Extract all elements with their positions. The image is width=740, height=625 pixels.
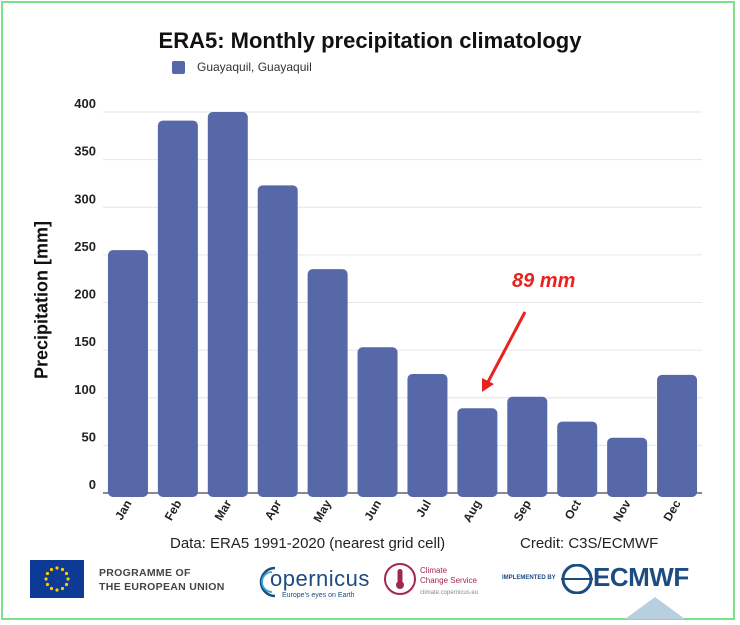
chart-legend: Guayaquil, Guayaquil <box>172 60 312 74</box>
x-tick-label: Jul <box>413 498 434 520</box>
bar-jun <box>357 347 398 497</box>
y-tick-labels: 0 50 100 150 200 250 300 350 400 <box>74 96 96 492</box>
eu-star <box>45 571 50 576</box>
eu-star <box>44 577 48 581</box>
x-tick-label: Jun <box>361 498 384 523</box>
copernicus-logo-icon <box>259 566 276 598</box>
bar-aug <box>457 408 498 497</box>
c3s-url: climate.copernicus.eu <box>420 590 479 596</box>
ecmwf-wordmark: ECMWF <box>593 562 689 592</box>
x-tick-label: Aug <box>460 498 484 525</box>
bar-jan <box>107 250 148 497</box>
implemented-by-text: IMPLEMENTED BY <box>502 575 556 581</box>
x-tick-label: Sep <box>511 498 534 524</box>
eu-star <box>64 582 69 587</box>
y-tick-label: 350 <box>74 144 96 159</box>
x-tick-labels: Jan Feb Mar Apr May Jun Jul Aug Sep Oct Nov Dec <box>112 497 684 524</box>
x-tick-label: Oct <box>562 498 584 522</box>
eu-text-line-2: THE EUROPEAN UNION <box>99 581 225 593</box>
eu-flag-icon <box>30 560 84 598</box>
eu-star <box>55 566 59 570</box>
bar-apr <box>257 185 298 497</box>
bar-feb <box>157 120 198 497</box>
eu-programme-text: PROGRAMME OF THE EUROPEAN UNION <box>99 566 225 594</box>
y-tick-label: 50 <box>82 429 96 444</box>
bars <box>107 112 698 497</box>
c3s-name: Climate Change Service <box>420 566 477 586</box>
y-tick-label: 300 <box>74 191 96 206</box>
eu-star <box>66 577 70 581</box>
bar-oct <box>557 421 598 497</box>
eu-star <box>55 588 59 592</box>
chart-title: ERA5: Monthly precipitation climatology <box>158 28 582 53</box>
y-tick-label: 250 <box>74 239 96 254</box>
logo-strip: PROGRAMME OF THE EUROPEAN UNION opernicu… <box>0 560 740 610</box>
ecmwf-globe-icon <box>561 564 593 594</box>
x-tick-label: Dec <box>661 497 684 523</box>
x-tick-label: Mar <box>212 497 235 523</box>
annotation-arrow-head <box>482 378 494 392</box>
y-tick-label: 150 <box>74 334 96 349</box>
bar-jul <box>407 373 448 497</box>
copernicus-tagline: Europe's eyes on Earth <box>282 592 355 599</box>
c3s-name-line-2: Change Service <box>420 576 477 585</box>
x-tick-label: Nov <box>610 497 634 524</box>
x-tick-label: Apr <box>262 497 285 522</box>
eu-star <box>45 582 50 587</box>
eu-star <box>64 571 69 576</box>
bar-nov <box>607 437 648 497</box>
c3s-thermometer-icon <box>384 563 416 595</box>
c3s-name-line-1: Climate <box>420 566 448 575</box>
y-tick-label: 100 <box>74 382 96 397</box>
credit-text: Credit: C3S/ECMWF <box>520 535 659 552</box>
x-tick-label: Feb <box>162 498 185 523</box>
legend-label: Guayaquil, Guayaquil <box>197 60 312 74</box>
x-tick-label: May <box>310 497 334 524</box>
y-tick-label: 200 <box>74 287 96 302</box>
bar-may <box>307 269 348 497</box>
bar-dec <box>657 374 698 497</box>
y-tick-label: 0 <box>89 477 96 492</box>
annotation-arrow <box>482 311 527 392</box>
annotation-label: 89 mm <box>512 270 576 292</box>
data-source-text: Data: ERA5 1991-2020 (nearest grid cell) <box>170 535 446 552</box>
bar-sep <box>507 396 548 497</box>
eu-star <box>49 567 54 572</box>
legend-swatch <box>172 60 185 74</box>
copernicus-wordmark: opernicus <box>270 566 370 591</box>
corner-decoration <box>625 597 685 619</box>
eu-text-line-1: PROGRAMME OF <box>99 567 191 579</box>
gridlines <box>103 111 702 494</box>
annotation-arrow-line <box>486 311 527 383</box>
eu-star <box>60 586 65 591</box>
y-tick-label: 400 <box>74 96 96 111</box>
eu-star <box>49 586 54 591</box>
x-tick-label: Jan <box>112 498 134 523</box>
eu-star <box>60 567 65 572</box>
bar-mar <box>207 112 248 497</box>
